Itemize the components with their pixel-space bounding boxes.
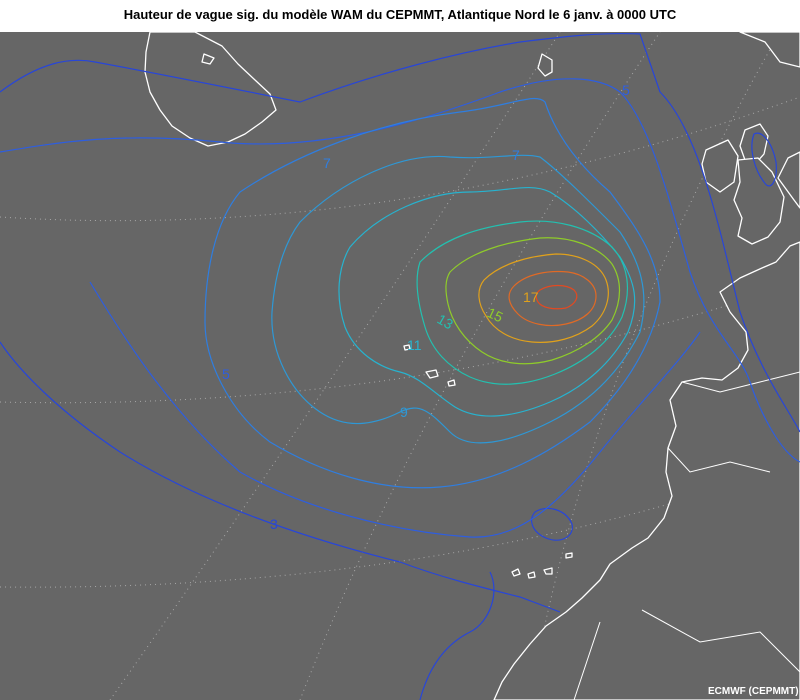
iceland-coast <box>537 53 553 77</box>
country-border <box>681 371 800 393</box>
contour-3 <box>0 32 800 433</box>
contour-label: 5 <box>622 82 630 98</box>
contour-3-loop <box>751 132 777 187</box>
madeira-island <box>565 552 573 559</box>
canary-island <box>511 568 521 577</box>
contour-3 <box>419 571 495 700</box>
contour-label: 7 <box>323 155 331 171</box>
coastlines <box>144 32 800 700</box>
contour-label: 11 <box>407 337 422 353</box>
azores-island <box>447 379 456 387</box>
contour-15 <box>445 237 621 365</box>
contour-label: 13 <box>435 311 457 333</box>
contour-label: 15 <box>485 304 506 325</box>
contour-7 <box>204 98 661 489</box>
contour-13 <box>416 220 629 385</box>
map-title: Hauteur de vague sig. du modèle WAM du C… <box>123 7 677 22</box>
contour-3 <box>0 341 561 613</box>
country-border <box>667 447 771 473</box>
canary-island <box>543 567 553 575</box>
graticule <box>0 32 800 700</box>
contour-17 <box>478 253 609 343</box>
contour-3-loop <box>531 507 573 541</box>
country-border <box>573 621 601 700</box>
country-border <box>641 609 800 673</box>
credit-label: ECMWF (CEPMMT) <box>708 686 799 697</box>
contour-11 <box>338 186 636 417</box>
contour-label: 9 <box>400 404 408 420</box>
contour-label: 5 <box>222 366 230 382</box>
contour-label: 3 <box>270 516 278 532</box>
azores-island <box>425 369 439 379</box>
country-borders <box>573 371 800 700</box>
wave-contours <box>0 32 800 700</box>
greenland-coast <box>144 32 277 147</box>
graticule-line <box>109 32 561 700</box>
ireland-coast <box>701 139 739 193</box>
graticule-line <box>0 96 800 222</box>
wave-height-map: 3 5 5 7 7 9 11 13 15 17 ECMWF (CEPMMT) <box>0 32 800 700</box>
scandinavia-coast <box>739 32 800 68</box>
contour-9 <box>271 154 645 444</box>
contour-labels: 3 5 5 7 7 9 11 13 15 17 <box>222 82 630 532</box>
contour-19-core <box>535 284 578 310</box>
contour-19 <box>508 270 597 327</box>
contour-5 <box>0 78 800 463</box>
europe-mainland-coast <box>493 151 800 700</box>
greenland-island <box>201 53 215 65</box>
britain-coast <box>733 157 785 245</box>
contour-label: 17 <box>523 289 539 305</box>
azores-island <box>403 344 411 351</box>
contour-label: 7 <box>512 147 520 163</box>
canary-island <box>527 571 536 579</box>
contour-5 <box>89 281 701 538</box>
